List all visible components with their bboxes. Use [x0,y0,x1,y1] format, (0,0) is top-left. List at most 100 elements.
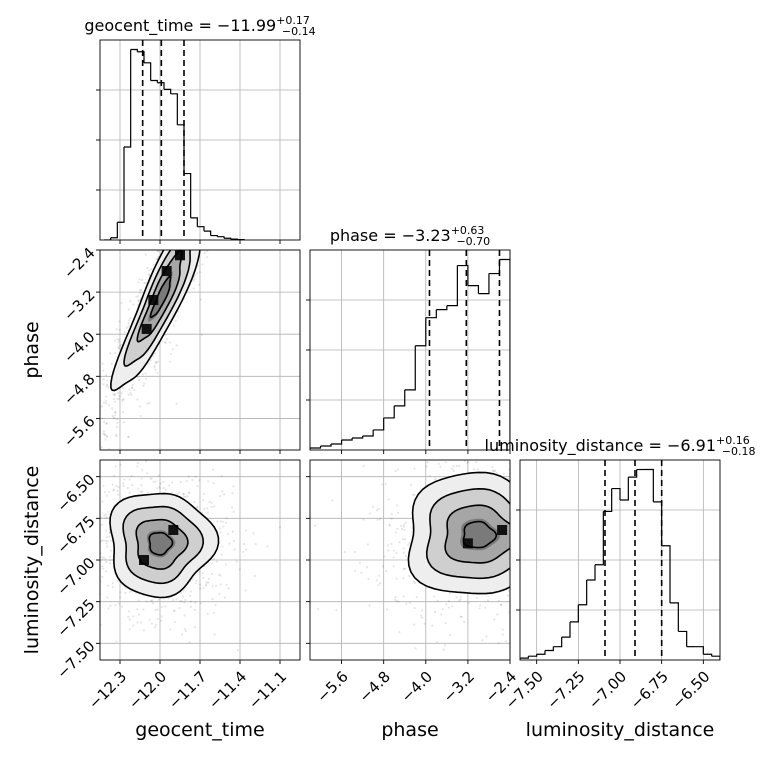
scatter-point [186,232,188,234]
density-layer [148,271,173,322]
scatter-point [177,207,179,209]
scatter-point [168,484,171,487]
scatter-point [455,596,458,599]
scatter-point [553,607,555,609]
scatter-point [514,551,516,553]
scatter-point [543,547,545,549]
scatter-point [552,548,554,550]
histogram-bar [695,646,704,655]
scatter-point [129,299,132,303]
scatter-point [123,478,126,481]
scatter-point [205,256,208,259]
scatter-point [532,487,534,489]
histogram-bar [310,445,322,449]
corner-panels [84,39,721,664]
scatter-point [201,241,203,243]
scatter-point [540,552,542,554]
scatter-point [244,548,248,551]
scatter-point [505,640,508,643]
scatter-point [521,523,523,525]
scatter-point [466,460,470,464]
scatter-point [148,401,151,405]
grid-lines [520,460,720,660]
scatter-point [195,272,199,275]
scatter-point [172,324,176,327]
contour-line [148,531,174,556]
scatter-point [206,511,209,514]
scatter-point [392,565,395,568]
scatter-point [493,423,495,425]
scatter-point [368,604,371,607]
scatter-point [378,574,381,577]
heatmap-cell [168,525,179,535]
scatter-point [390,517,393,520]
scatter-point [144,372,147,375]
scatter-point [141,278,144,281]
scatter-point [207,577,210,580]
scatter-point [120,605,124,608]
scatter-point [413,467,416,470]
scatter-point [254,542,257,546]
scatter-point [221,199,223,201]
scatter-point [138,378,141,382]
histogram-bar [415,317,427,347]
title-luminosity_distance: luminosity_distance = −6.91+0.16 −0.18 [485,434,756,458]
histogram-bar [170,93,178,125]
scatter-point [146,402,149,405]
scatter-point [354,569,357,572]
scatter-point [154,624,158,627]
scatter-point [448,591,451,595]
scatter-point [127,610,131,613]
scatter-point [539,512,541,514]
scatter-point [495,471,498,474]
scatter-point [257,113,259,115]
scatter-point [204,194,206,196]
scatter-point [366,543,369,546]
scatter-point [107,386,110,389]
scatter-point [371,454,373,456]
scatter-point [206,188,208,190]
scatter-point [514,484,516,486]
scatter-point [583,489,585,491]
scatter-point [100,539,103,542]
scatter-point [612,591,614,593]
histogram-bar [595,511,604,566]
scatter-point [117,346,120,349]
scatter-point [539,563,541,565]
scatter-point [187,227,189,229]
scatter-point [160,605,163,609]
contour-line [425,487,510,580]
scatter-point [399,524,403,527]
scatter-point [533,490,535,492]
scatter-point [212,611,215,615]
scatter-point [218,573,221,576]
scatter-point [215,150,217,152]
scatter-point [149,599,153,603]
scatter-point [117,391,120,394]
scatter-point [84,507,86,509]
scatter-point [500,455,502,457]
scatter-point [175,344,178,347]
scatter-point [537,556,539,558]
scatter-point [107,404,111,407]
scatter-point [388,523,391,526]
scatter-point [102,556,105,559]
scatter-point [588,513,590,515]
scatter-point [100,405,104,408]
scatter-point [202,211,204,213]
scatter-point [401,527,404,531]
scatter-point [172,230,174,232]
scatter-point [187,475,190,478]
scatter-point [205,176,207,178]
scatter-point [150,477,153,480]
scatter-point [608,521,610,523]
scatter-point [444,644,447,647]
scatter-point [156,250,159,252]
scatter-point [566,518,568,520]
scatter-point [232,485,235,488]
scatter-point [172,610,176,613]
scatter-point [115,425,118,428]
scatter-point [154,368,157,371]
scatter-point [491,465,494,469]
scatter-point [132,303,135,306]
